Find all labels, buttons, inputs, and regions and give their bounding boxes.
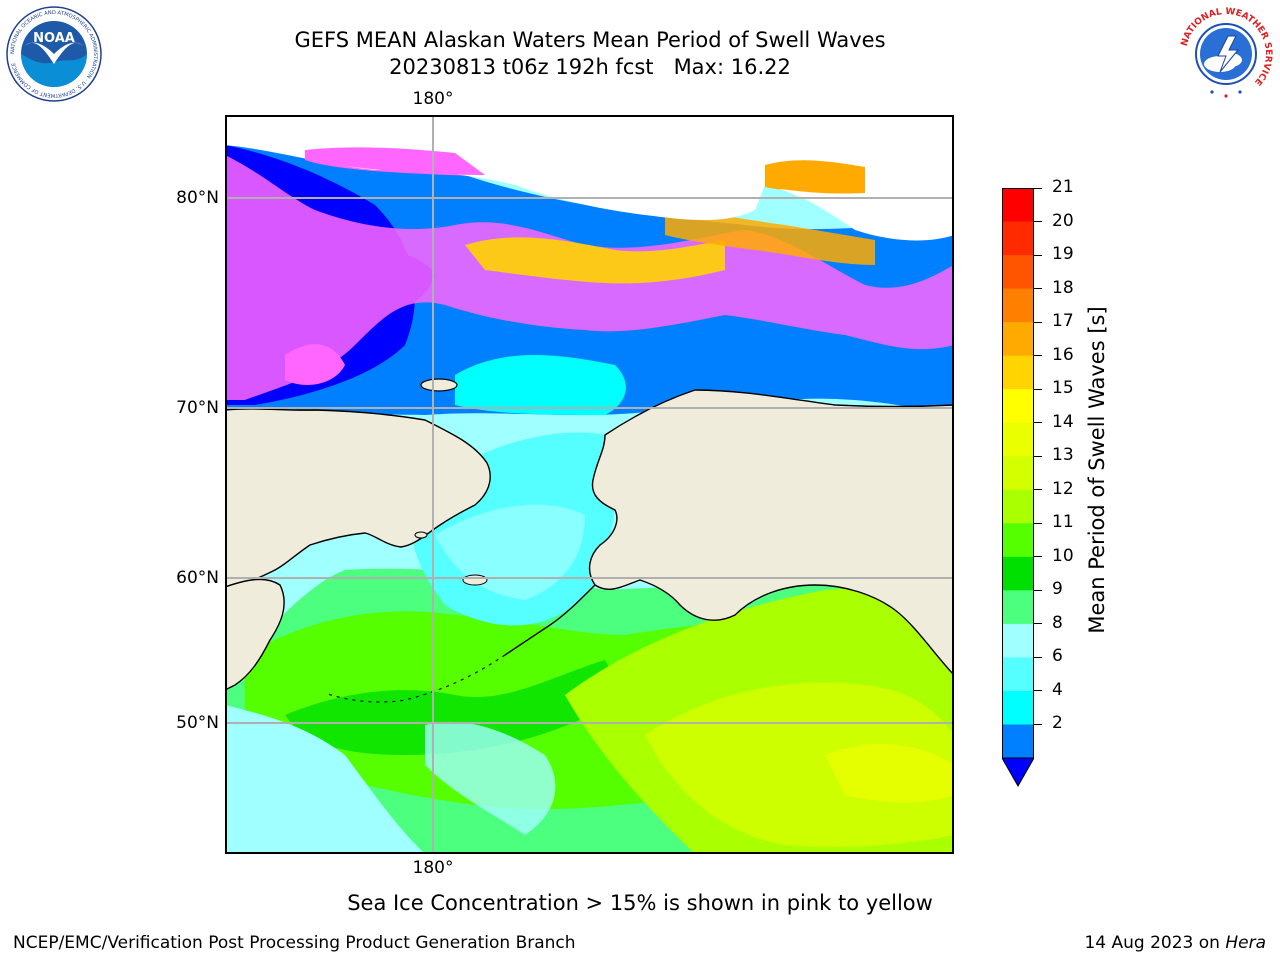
colorbar-tick-mark [1034,422,1042,424]
colorbar-tick-mark [1034,321,1042,323]
colorbar-bin-14 [1002,657,1034,692]
colorbar-tick-label: 20 [1052,210,1074,231]
footer-credit: NCEP/EMC/Verification Post Processing Pr… [13,933,576,953]
colorbar-tick-mark [1034,556,1042,558]
lat-label-50n: 50°N [176,713,219,733]
colorbar-tick-label: 6 [1052,646,1063,667]
colorbar-bin-1 [1002,221,1034,256]
colorbar-tick-mark [1034,288,1042,290]
colorbar-bin-10 [1002,523,1034,558]
colorbar [1001,188,1035,788]
colorbar-tick-label: 16 [1052,344,1074,365]
forecast-info: 20230813 t06z 192h fcst Max: 16.22 [389,55,791,79]
sea-ice-caption: Sea Ice Concentration > 15% is shown in … [0,891,1280,915]
colorbar-tick-mark [1034,388,1042,390]
colorbar-tick-label: 18 [1052,277,1074,298]
colorbar-tick-label: 9 [1052,579,1063,600]
colorbar-tick-label: 17 [1052,311,1074,332]
footer-date-text: 14 Aug 2023 on [1084,933,1226,953]
colorbar-bin-0 [1002,188,1034,223]
colorbar-tick-label: 10 [1052,545,1074,566]
lat-label-80n: 80°N [176,188,219,208]
lat-label-60n: 60°N [176,568,219,588]
colorbar-tick-mark [1034,455,1042,457]
colorbar-tick-mark [1034,355,1042,357]
colorbar-bin-8 [1002,456,1034,491]
colorbar-bin-11 [1002,556,1034,591]
footer-host: Hera [1225,933,1266,953]
lon-label-top: 180° [412,89,454,109]
colorbar-bin-13 [1002,623,1034,658]
lat-label-70n: 70°N [176,398,219,418]
colorbar-tick-mark [1034,489,1042,491]
colorbar-graphic [1001,188,1035,788]
colorbar-bin-2 [1002,255,1034,290]
map-title: GEFS MEAN Alaskan Waters Mean Period of … [294,28,886,52]
colorbar-tick-label: 2 [1052,713,1063,734]
colorbar-tick-label: 14 [1052,411,1074,432]
swell-period-map [225,115,954,854]
footer-date: 14 Aug 2023 on Hera [1084,933,1266,953]
colorbar-bin-9 [1002,489,1034,524]
colorbar-tick-mark [1034,187,1042,189]
colorbar-tick-mark [1034,656,1042,658]
nws-logo: NATIONAL WEATHER SERVICE [1178,6,1274,102]
colorbar-bin-4 [1002,322,1034,357]
caption-text: Sea Ice Concentration > 15% is shown in … [347,891,933,915]
colorbar-bin-12 [1002,590,1034,625]
colorbar-tick-mark [1034,589,1042,591]
colorbar-bin-6 [1002,389,1034,424]
noaa-logo: NATIONAL OCEANIC AND ATMOSPHERIC ADMINIS… [6,6,102,102]
colorbar-tick-label: 11 [1052,512,1074,533]
colorbar-tick-mark [1034,723,1042,725]
colorbar-bin-16 [1002,724,1034,759]
colorbar-bin-3 [1002,288,1034,323]
colorbar-tick-mark [1034,254,1042,256]
colorbar-bin-5 [1002,355,1034,390]
colorbar-tick-label: 13 [1052,445,1074,466]
colorbar-tick-label: 15 [1052,378,1074,399]
colorbar-tick-label: 8 [1052,612,1063,633]
colorbar-tick-mark [1034,221,1042,223]
map-subtitle: 20230813 t06z 192h fcst Max: 16.22 [0,54,1180,80]
colorbar-tick-label: 21 [1052,177,1074,197]
colorbar-tick-mark [1034,623,1042,625]
colorbar-under-triangle [1001,757,1035,788]
colorbar-tick-label: 4 [1052,679,1063,700]
colorbar-bin-7 [1002,422,1034,457]
colorbar-title: Mean Period of Swell Waves [s] [1085,306,1109,634]
colorbar-tick-label: 19 [1052,244,1074,265]
lon-label-bottom: 180° [412,858,454,878]
noaa-logo-text: NOAA [33,31,75,46]
colorbar-bin-15 [1002,690,1034,725]
colorbar-tick-label: 12 [1052,478,1074,499]
colorbar-tick-mark [1034,690,1042,692]
colorbar-tick-mark [1034,522,1042,524]
